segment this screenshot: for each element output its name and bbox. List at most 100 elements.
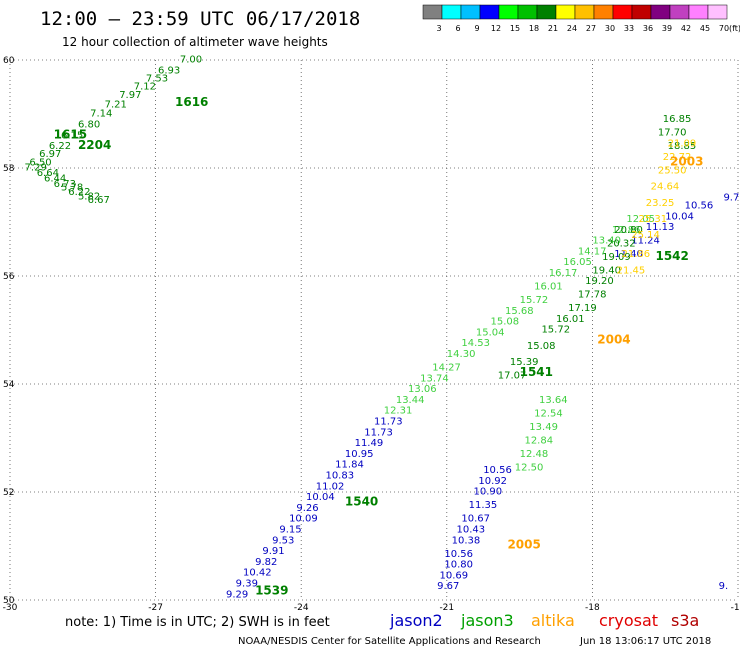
swh-value-label: 9.91 <box>262 546 284 557</box>
swh-value-label: 11.02 <box>316 481 345 492</box>
swh-value-label: 14.30 <box>447 349 476 360</box>
legend-jason3: jason3 <box>460 611 514 630</box>
swh-value-label: 12.84 <box>524 435 553 446</box>
swh-value-label: 12.54 <box>534 408 563 419</box>
swh-value-label: 11.13 <box>646 222 675 233</box>
time-label: 1539 <box>255 584 288 598</box>
swh-value-label: 24.64 <box>651 182 680 193</box>
swh-value-label: 6.80 <box>78 120 100 131</box>
swh-value-label: 9.7 <box>723 192 739 203</box>
swh-value-label: 25.31 <box>639 214 668 225</box>
swh-value-label: 7.14 <box>90 109 112 120</box>
y-tick-label: 60 <box>3 56 15 66</box>
swh-value-label: 21.86 <box>622 249 651 260</box>
time-label: 1541 <box>520 365 553 379</box>
chart-title: 12:00 – 23:59 UTC 06/17/2018 <box>40 8 360 30</box>
swh-value-label: 12.50 <box>515 462 544 473</box>
swh-value-label: 10.95 <box>345 449 374 460</box>
swh-value-label: 13.64 <box>539 395 568 406</box>
x-tick-label: -21 <box>439 603 454 613</box>
swh-value-label: 12.05 <box>626 214 655 225</box>
swh-value-label: 17.07 <box>498 371 527 382</box>
swh-value-label: 9.53 <box>272 535 294 546</box>
swh-value-label: 9.39 <box>236 579 258 590</box>
swh-value-label: 12.48 <box>520 449 549 460</box>
colorbar-label: 42 <box>681 24 691 33</box>
swh-value-label: 25.50 <box>658 165 687 176</box>
time-label: 2204 <box>78 138 111 152</box>
swh-value-label: 11.24 <box>631 236 660 247</box>
swh-value-label: 19.09 <box>602 252 631 263</box>
swh-value-label: 6.64 <box>37 168 59 179</box>
swh-value-label: 12.31 <box>384 406 413 417</box>
colorbar-swatch <box>669 4 690 20</box>
colorbar-swatch <box>517 4 538 20</box>
swh-value-label: 6.22 <box>68 187 90 198</box>
credit-text: NOAA/NESDIS Center for Satellite Applica… <box>238 636 541 647</box>
swh-value-label: 13.49 <box>529 422 558 433</box>
swh-value-label: 13.40 <box>592 236 621 247</box>
swh-value-label: 7.53 <box>146 74 168 85</box>
swh-value-label: 6.73 <box>54 179 76 190</box>
swh-value-label: 9.67 <box>437 581 459 592</box>
colorbar-swatch <box>707 4 728 20</box>
swh-value-label: 6.97 <box>39 149 61 160</box>
swh-value-label: 16.01 <box>534 282 563 293</box>
colorbar-swatch <box>479 4 500 20</box>
colorbar-label: 33 <box>624 24 634 33</box>
time-label: 1615 <box>54 127 87 141</box>
swh-value-label: 15.72 <box>541 325 570 336</box>
swh-value-label: 23.25 <box>646 198 675 209</box>
colorbar-swatch <box>441 4 462 20</box>
colorbar-label: 12 <box>491 24 501 33</box>
swh-value-label: 7.00 <box>180 55 202 66</box>
swh-value-label: 6.15 <box>61 130 83 141</box>
colorbar-label: 27 <box>586 24 596 33</box>
colorbar-label: 3 <box>436 24 441 33</box>
swh-value-label: 11.49 <box>355 438 384 449</box>
swh-value-label: 13.44 <box>396 395 425 406</box>
colorbar-label: 24 <box>567 24 577 33</box>
time-label: 2005 <box>507 538 540 552</box>
swh-value-label: 16.01 <box>556 314 585 325</box>
y-tick-label: 56 <box>3 272 15 282</box>
swh-value-label: 7.12 <box>134 82 156 93</box>
time-label: 1540 <box>345 495 378 509</box>
swh-value-label: 9.82 <box>255 557 277 568</box>
colorbar-swatch <box>498 4 519 20</box>
swh-value-label: 11.84 <box>335 460 364 471</box>
swh-value-label: 10.09 <box>289 514 318 525</box>
swh-value-label: 22.72 <box>663 152 692 163</box>
x-tick-label: -24 <box>294 603 309 613</box>
swh-value-label: 10.69 <box>440 570 469 581</box>
colorbar-label: 36 <box>643 24 653 33</box>
swh-value-label: 6.93 <box>158 66 180 77</box>
swh-value-label: 18.85 <box>668 141 697 152</box>
swh-value-label: 15.04 <box>476 327 505 338</box>
colorbar-swatch <box>555 4 576 20</box>
colorbar-swatch <box>688 4 709 20</box>
swh-value-label: 17.70 <box>658 128 687 139</box>
swh-value-label: 16.85 <box>663 114 692 125</box>
swh-value-label: 17.19 <box>568 303 597 314</box>
swh-value-label: 15.39 <box>510 357 539 368</box>
colorbar-label: 45 <box>700 24 710 33</box>
swh-value-label: 16.05 <box>563 257 592 268</box>
swh-value-label: 7.97 <box>119 90 141 101</box>
colorbar-swatch <box>593 4 614 20</box>
swh-value-label: 9.26 <box>296 503 318 514</box>
satellite-legend: jason2 jason3 altika cryosat s3a <box>389 611 699 630</box>
swh-value-label: 7.29 <box>25 163 47 174</box>
colorbar-label: 18 <box>529 24 539 33</box>
swh-value-label: 10.80 <box>444 560 473 571</box>
timestamp-text: Jun 18 13:06:17 UTC 2018 <box>579 636 711 647</box>
swh-value-label: 10.56 <box>444 549 473 560</box>
x-tick-label: -15 <box>731 603 740 613</box>
swh-value-label: 10.67 <box>461 514 490 525</box>
swh-value-label: 5.82 <box>78 191 100 202</box>
swh-value-label: 19.40 <box>592 265 621 276</box>
legend-s3a: s3a <box>671 611 699 630</box>
colorbar-swatch <box>612 4 633 20</box>
swh-value-label: 16.17 <box>549 268 578 279</box>
